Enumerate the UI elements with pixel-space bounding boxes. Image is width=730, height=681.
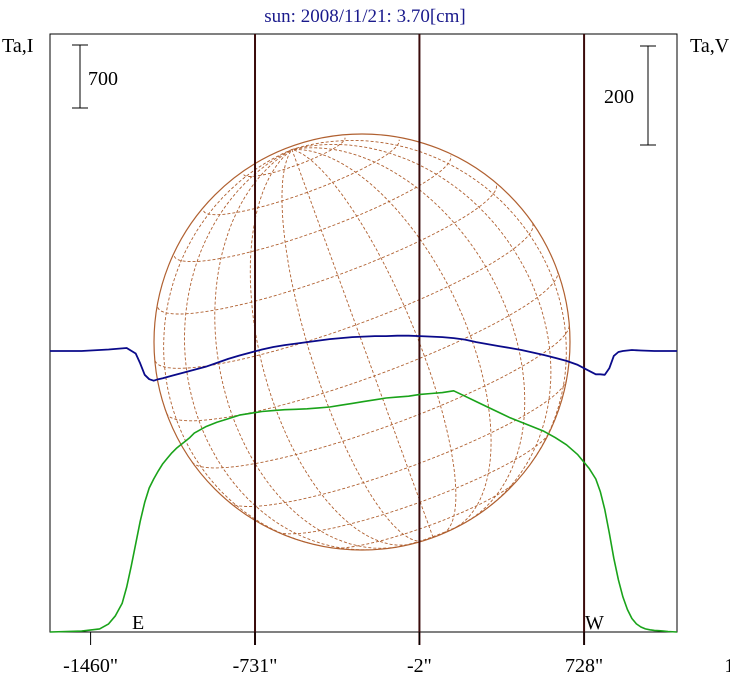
disk-latitude-line [173, 155, 452, 263]
x-tick-label: -2" [407, 655, 432, 677]
left-scale-bar [72, 44, 88, 109]
disk-longitude-line [214, 149, 397, 549]
solar-disk [153, 133, 571, 551]
disk-latitude-line [203, 139, 400, 216]
disk-latitude-line [229, 379, 567, 507]
x-tick-label: -731" [233, 655, 278, 677]
disk-longitude-line [291, 139, 567, 463]
chart-title: sun: 2008/11/21: 3.70[cm] [264, 6, 465, 27]
x-tick-label: 1457" [724, 655, 730, 677]
right-scale-bar-label: 200 [604, 86, 634, 108]
right-axis-label: Ta,V [690, 35, 730, 57]
disk-latitude-line [191, 324, 570, 469]
series-stokes-i [49, 389, 678, 633]
east-limb-label: E [132, 612, 144, 634]
x-axis-ticks: -1460" -731" -2" 728" 1457" [63, 632, 730, 677]
right-scale-bar [640, 45, 656, 146]
disk-latitude-line [154, 223, 534, 369]
left-scale-bar-label: 700 [88, 68, 118, 90]
disk-longitude-line [291, 149, 492, 530]
x-tick-label: 728" [565, 655, 603, 677]
disk-longitude-line [291, 149, 434, 538]
series-stokes-v [50, 334, 677, 382]
disk-latitude-line [157, 183, 498, 315]
disk-longitude-line [249, 149, 413, 546]
x-tick-label: -1460" [63, 655, 118, 677]
disk-longitude-line [291, 143, 552, 507]
disk-latitude-line [331, 479, 518, 549]
plot-frame [49, 33, 678, 633]
marker-lines [254, 34, 586, 645]
disk-longitude-line [184, 149, 370, 551]
disk-longitude-line [291, 147, 526, 522]
west-limb-label: W [585, 612, 604, 634]
disk-longitude-line [281, 149, 423, 542]
disk-longitude-line [163, 149, 310, 544]
left-axis-label: Ta,I [2, 35, 33, 57]
